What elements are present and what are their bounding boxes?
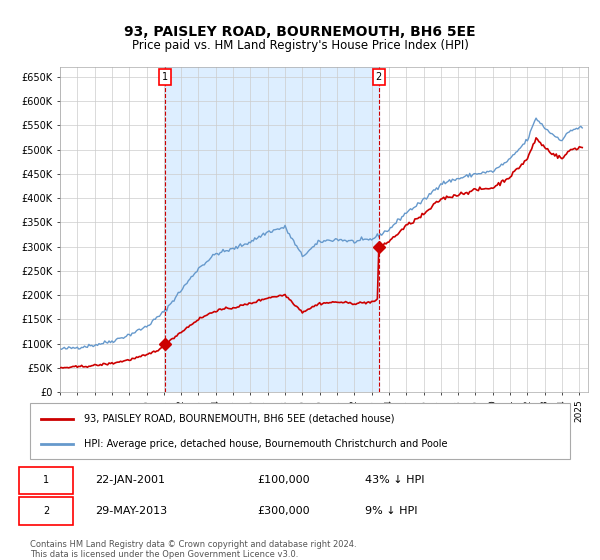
Text: 1: 1	[162, 72, 168, 82]
Text: 43% ↓ HPI: 43% ↓ HPI	[365, 475, 424, 485]
Text: 93, PAISLEY ROAD, BOURNEMOUTH, BH6 5EE: 93, PAISLEY ROAD, BOURNEMOUTH, BH6 5EE	[124, 25, 476, 39]
Text: 2: 2	[43, 506, 49, 516]
Text: 9% ↓ HPI: 9% ↓ HPI	[365, 506, 418, 516]
FancyBboxPatch shape	[30, 403, 570, 459]
Bar	[165, 67, 379, 392]
Text: 2: 2	[376, 72, 382, 82]
Text: HPI: Average price, detached house, Bournemouth Christchurch and Poole: HPI: Average price, detached house, Bour…	[84, 438, 448, 449]
Text: £300,000: £300,000	[257, 506, 310, 516]
Text: 22-JAN-2001: 22-JAN-2001	[95, 475, 165, 485]
Text: £100,000: £100,000	[257, 475, 310, 485]
FancyBboxPatch shape	[19, 497, 73, 525]
Text: 93, PAISLEY ROAD, BOURNEMOUTH, BH6 5EE (detached house): 93, PAISLEY ROAD, BOURNEMOUTH, BH6 5EE (…	[84, 414, 395, 424]
Text: 29-MAY-2013: 29-MAY-2013	[95, 506, 167, 516]
Text: Contains HM Land Registry data © Crown copyright and database right 2024.: Contains HM Land Registry data © Crown c…	[30, 540, 356, 549]
Text: This data is licensed under the Open Government Licence v3.0.: This data is licensed under the Open Gov…	[30, 550, 298, 559]
FancyBboxPatch shape	[19, 466, 73, 494]
Text: Price paid vs. HM Land Registry's House Price Index (HPI): Price paid vs. HM Land Registry's House …	[131, 39, 469, 52]
Text: 1: 1	[43, 475, 49, 485]
